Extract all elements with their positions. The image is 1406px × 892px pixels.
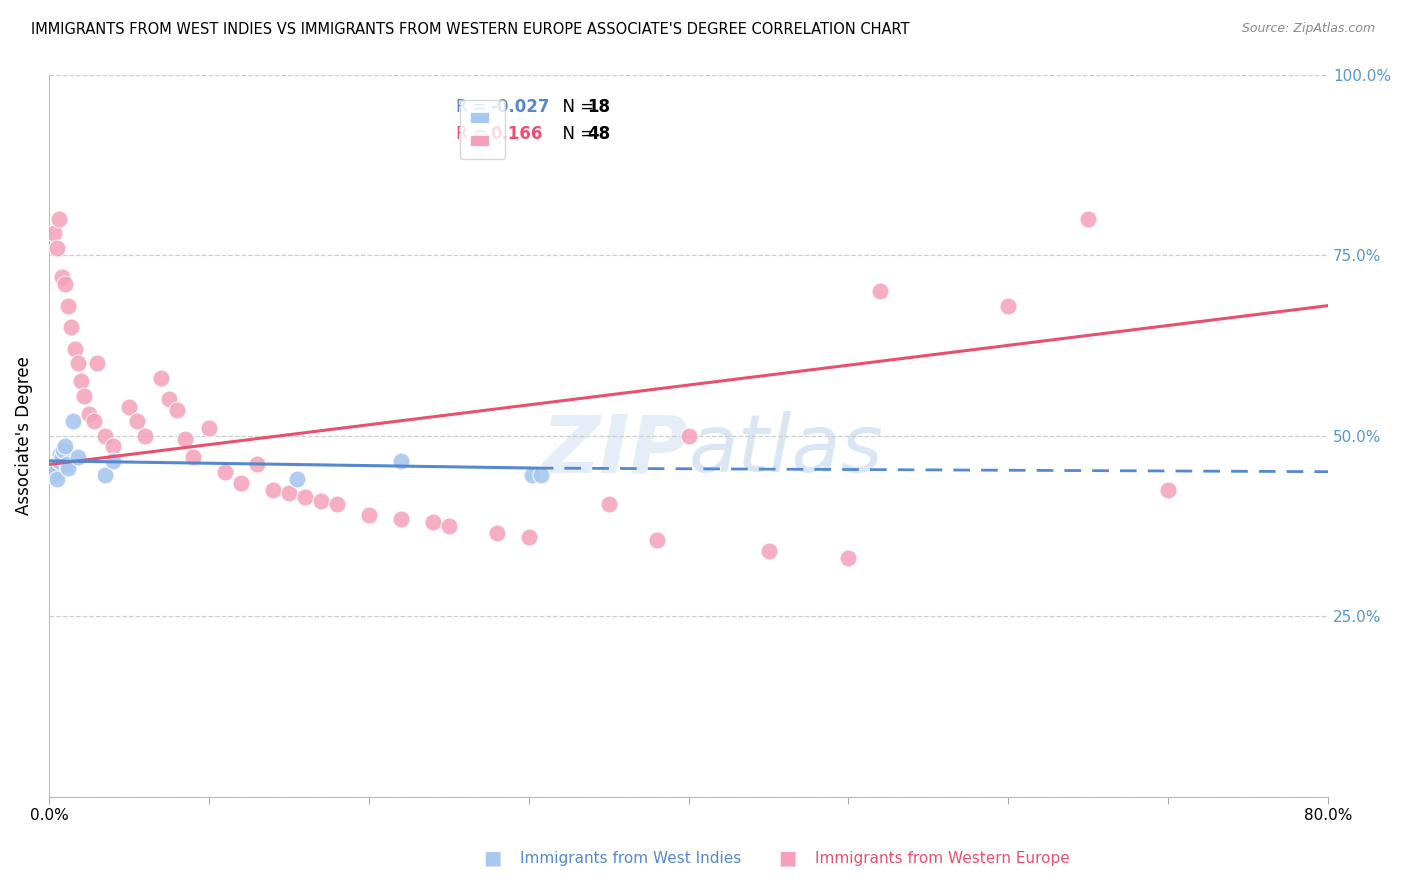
Point [48, 211, 70, 226]
Point [101, 439, 124, 453]
Text: 0.166: 0.166 [491, 125, 543, 143]
Point [56, 461, 79, 475]
Point [66, 450, 89, 465]
Point [77, 407, 100, 421]
Point [485, 526, 508, 541]
Point [869, 284, 891, 298]
Legend: , : , [460, 100, 505, 160]
Text: R =: R = [456, 125, 496, 143]
Point [1157, 483, 1180, 497]
Text: ZIP: ZIP [541, 411, 689, 489]
Point [118, 400, 141, 414]
Point [70, 375, 93, 389]
Text: Immigrants from West Indies: Immigrants from West Indies [520, 851, 741, 865]
Point [46, 241, 69, 255]
Point [94, 428, 117, 442]
Y-axis label: Associate's Degree: Associate's Degree [15, 356, 32, 515]
Point [520, 468, 543, 483]
Point [997, 299, 1019, 313]
Point [198, 421, 221, 435]
Point [645, 533, 668, 548]
Point [66, 356, 89, 370]
Text: -0.027: -0.027 [491, 98, 550, 116]
Point [181, 450, 204, 465]
Point [86, 356, 108, 370]
Point [53, 277, 76, 291]
Point [60, 320, 83, 334]
Point [309, 493, 332, 508]
Point [56, 299, 79, 313]
Text: 18: 18 [588, 98, 610, 116]
Point [389, 511, 412, 525]
Point [530, 468, 553, 483]
Point [94, 468, 117, 483]
Text: ■: ■ [482, 848, 502, 868]
Point [46, 472, 69, 486]
Point [277, 486, 299, 500]
Point [52, 443, 75, 458]
Point [517, 530, 540, 544]
Point [166, 403, 188, 417]
Point [73, 389, 96, 403]
Point [1077, 211, 1099, 226]
Point [42, 468, 65, 483]
Point [55, 458, 77, 472]
Text: Source: ZipAtlas.com: Source: ZipAtlas.com [1241, 22, 1375, 36]
Point [157, 392, 180, 407]
Text: IMMIGRANTS FROM WEST INDIES VS IMMIGRANTS FROM WESTERN EUROPE ASSOCIATE'S DEGREE: IMMIGRANTS FROM WEST INDIES VS IMMIGRANT… [31, 22, 910, 37]
Text: N =: N = [551, 98, 599, 116]
Text: ■: ■ [778, 848, 797, 868]
Point [758, 544, 780, 558]
Point [246, 458, 269, 472]
Point [229, 475, 252, 490]
Point [51, 450, 73, 465]
Point [357, 508, 380, 522]
Point [326, 497, 349, 511]
Point [422, 515, 444, 529]
Point [63, 342, 86, 356]
Point [42, 227, 65, 241]
Point [53, 439, 76, 453]
Point [51, 269, 73, 284]
Text: N =: N = [551, 125, 599, 143]
Point [48, 454, 70, 468]
Point [678, 428, 700, 442]
Point [83, 414, 105, 428]
Point [598, 497, 620, 511]
Point [101, 454, 124, 468]
Text: 48: 48 [588, 125, 610, 143]
Text: R =: R = [456, 98, 492, 116]
Point [134, 428, 156, 442]
Point [125, 414, 148, 428]
Text: Immigrants from Western Europe: Immigrants from Western Europe [815, 851, 1070, 865]
Point [285, 472, 308, 486]
Point [837, 551, 859, 566]
Point [49, 447, 72, 461]
Point [62, 414, 84, 428]
Point [262, 483, 284, 497]
Point [389, 454, 412, 468]
Point [214, 465, 236, 479]
Point [44, 465, 66, 479]
Text: atlas: atlas [689, 411, 883, 489]
Point [294, 490, 316, 504]
Point [437, 519, 460, 533]
Point [149, 371, 172, 385]
Point [173, 432, 195, 446]
